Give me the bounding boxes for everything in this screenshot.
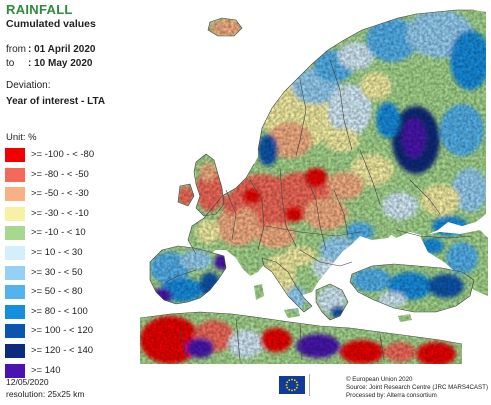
map-title: RAINFALL — [6, 2, 73, 17]
period-from-value: : 01 April 2020 — [28, 44, 96, 55]
legend-swatch — [5, 167, 25, 182]
legend-label: >= 100 - < 120 — [31, 325, 94, 337]
legend-swatch — [5, 324, 25, 339]
period-from-label: from — [6, 44, 26, 55]
legend-label: >= 30 - < 50 — [31, 266, 83, 278]
map-resolution: resolution: 25x25 km — [6, 389, 85, 399]
map-subtitle: Cumulated values — [6, 18, 96, 30]
period-from: from: 01 April 2020 — [6, 44, 95, 55]
period-to: to : 10 May 2020 — [6, 58, 93, 69]
legend-swatch — [5, 304, 25, 319]
legend-label: >= 10 - < 30 — [31, 246, 83, 258]
deviation-label: Deviation: — [6, 80, 51, 91]
legend-label: >= -10 - < 10 — [31, 227, 86, 239]
period-to-value: : 10 May 2020 — [28, 58, 93, 69]
legend-swatch — [5, 245, 25, 260]
legend-label: >= -80 - < -50 — [31, 168, 89, 180]
legend-swatch — [5, 363, 25, 378]
legend-label: >= 140 — [31, 364, 61, 376]
copyright-text: © European Union 2020 — [346, 376, 413, 383]
legend-swatch — [5, 187, 25, 202]
legend-swatch — [5, 148, 25, 162]
legend-swatch — [5, 206, 25, 221]
period-to-label: to — [6, 58, 15, 69]
processed-text: Processed by: Alterra consortium — [346, 392, 437, 399]
legend-swatch — [5, 226, 25, 241]
logo-divider — [309, 374, 310, 396]
legend-swatch — [5, 285, 25, 300]
eu-flag-icon — [279, 376, 305, 394]
legend-unit: Unit: % — [6, 132, 37, 143]
map-date: 12/05/2020 — [6, 377, 49, 387]
legend-label: >= 80 - < 100 — [31, 305, 88, 317]
legend-swatch — [5, 343, 25, 358]
legend-label: >= 50 - < 80 — [31, 286, 83, 298]
legend-label: >= -30 - < -10 — [31, 207, 89, 219]
legend-label: >= -50 - < -30 — [31, 188, 89, 200]
legend-label: >= 120 - < 140 — [31, 344, 94, 356]
legend-label: >= -100 - < -80 — [31, 149, 95, 160]
source-text: Source: Joint Research Centre (JRC MARS4… — [346, 384, 489, 391]
deviation-value: Year of interest - LTA — [6, 96, 106, 107]
legend-swatch — [5, 265, 25, 280]
